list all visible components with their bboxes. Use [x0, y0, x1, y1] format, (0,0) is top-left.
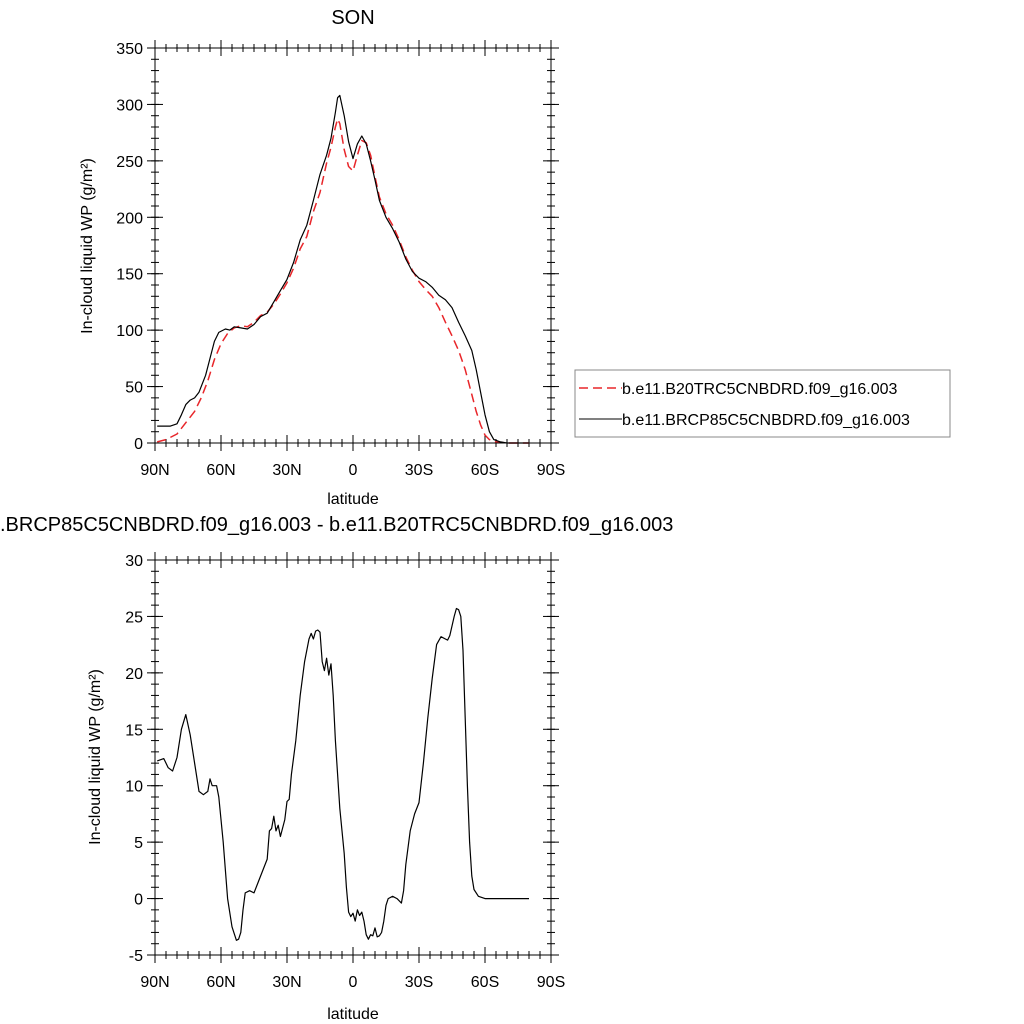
y-ticks: -5 0 5 10 15 20 25 30: [125, 553, 559, 965]
x-tick-label: 30N: [272, 974, 301, 991]
y-axis-label: In-cloud liquid WP (g/m²): [87, 669, 104, 845]
x-tick-label: 30S: [405, 974, 433, 991]
x-tick-label: 0: [349, 462, 358, 479]
y-tick-label: 20: [125, 666, 143, 683]
chart-title: SON: [331, 7, 374, 29]
y-tick-label: 350: [116, 41, 143, 58]
x-tick-label: 30S: [405, 462, 433, 479]
plot-frame: [154, 47, 552, 444]
y-tick-label: 15: [125, 722, 143, 739]
x-tick-label: 30N: [272, 462, 301, 479]
x-ticks: 90N 60N 30N 0 30S 60S 90S: [140, 40, 565, 479]
y-tick-label: -5: [129, 948, 143, 965]
x-tick-label: 90S: [537, 462, 565, 479]
y-tick-label: 100: [116, 323, 143, 340]
x-tick-label: 0: [349, 974, 358, 991]
series-layer: [157, 607, 529, 941]
x-tick-label: 90S: [537, 974, 565, 991]
x-tick-label: 90N: [140, 974, 169, 991]
y-tick-label: 10: [125, 779, 143, 796]
y-tick-label: 200: [116, 210, 143, 227]
x-tick-label: 60N: [206, 462, 235, 479]
chart-title: .BRCP85C5CNBDRD.f09_g16.003 - b.e11.B20T…: [0, 514, 673, 536]
legend-label-1: b.e11.BRCP85C5CNBDRD.f09_g16.003: [622, 412, 910, 429]
x-tick-label: 60N: [206, 974, 235, 991]
x-axis-label: latitude: [327, 1006, 379, 1023]
y-tick-label: 0: [134, 436, 143, 453]
y-tick-label: 250: [116, 154, 143, 171]
y-tick-label: 50: [125, 380, 143, 397]
x-tick-label: 60S: [471, 462, 499, 479]
series-line-1: [157, 94, 529, 444]
series-layer: [157, 94, 529, 444]
y-tick-label: 30: [125, 553, 143, 570]
chart-panel-bottom: .BRCP85C5CNBDRD.f09_g16.003 - b.e11.B20T…: [0, 514, 673, 1023]
series-line-0: [157, 118, 529, 444]
x-tick-label: 60S: [471, 974, 499, 991]
legend: b.e11.B20TRC5CNBDRD.f09_g16.003 b.e11.BR…: [574, 369, 951, 438]
x-axis-label: latitude: [327, 491, 379, 508]
plot-frame: [154, 559, 552, 956]
y-axis-label: In-cloud liquid WP (g/m²): [79, 158, 96, 334]
chart-panel-top: SON In-cloud liquid WP (g/m²) latitude 0…: [79, 7, 565, 508]
x-tick-label: 90N: [140, 462, 169, 479]
series-line-0: [157, 607, 529, 941]
y-tick-label: 0: [134, 892, 143, 909]
y-ticks: 0 50 100 150 200 250 300 350: [116, 41, 559, 453]
legend-box: [574, 369, 951, 438]
x-ticks: 90N 60N 30N 0 30S 60S 90S: [140, 552, 565, 991]
y-tick-label: 25: [125, 609, 143, 626]
y-tick-label: 150: [116, 267, 143, 284]
y-tick-label: 5: [134, 835, 143, 852]
y-tick-label: 300: [116, 97, 143, 114]
legend-label-0: b.e11.B20TRC5CNBDRD.f09_g16.003: [622, 381, 898, 398]
